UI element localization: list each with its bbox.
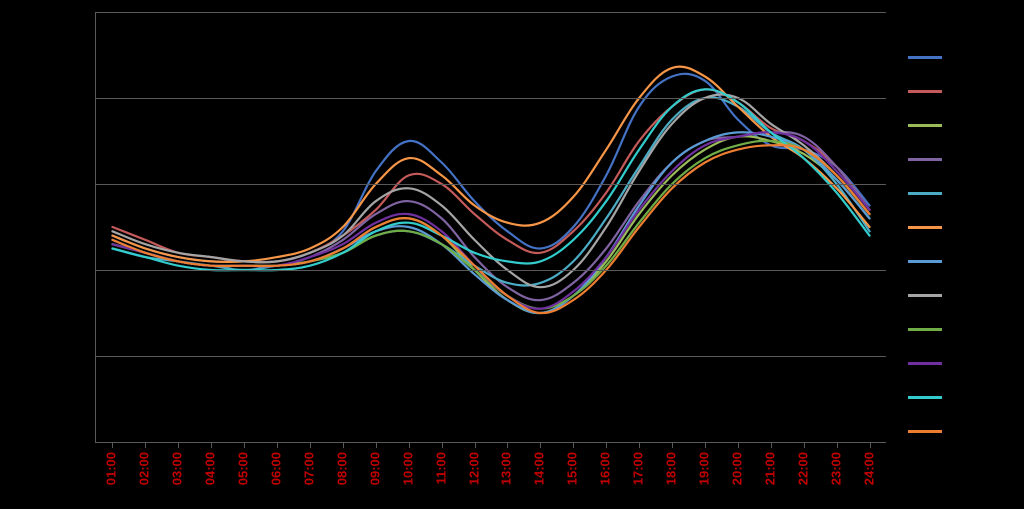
gridline [96,12,886,13]
legend-item [908,346,968,380]
x-axis-labels: 01:00 02:00 03:00 04:00 05:00 06:00 07:00 08:00… [95,448,885,508]
legend-swatch [908,56,942,59]
x-axis-label: 01:00 [104,452,119,485]
legend-item [908,108,968,142]
series-line-2 [112,136,869,313]
x-axis-label: 14:00 [532,452,547,485]
x-axis-label: 11:00 [433,452,448,485]
x-axis-label: 04:00 [203,452,218,485]
series-line-1 [112,89,869,262]
x-axis-label: 05:00 [236,452,251,485]
x-axis-label: 24:00 [861,452,876,485]
x-axis-label: 23:00 [828,452,843,485]
legend-item [908,142,968,176]
legend-item [908,244,968,278]
x-axis-label: 12:00 [466,452,481,485]
legend-item [908,380,968,414]
legend-item [908,414,968,448]
legend-swatch [908,328,942,331]
legend-swatch [908,192,942,195]
legend-item [908,40,968,74]
gridline [96,184,886,185]
legend-swatch [908,158,942,161]
legend-swatch [908,90,942,93]
x-axis-label: 15:00 [565,452,580,485]
legend [908,40,968,448]
gridline [96,98,886,99]
x-axis-label: 10:00 [400,452,415,485]
gridline [96,270,886,271]
x-axis-label: 19:00 [696,452,711,485]
legend-swatch [908,430,942,433]
legend-item [908,176,968,210]
x-axis-label: 20:00 [729,452,744,485]
x-axis-label: 21:00 [762,452,777,485]
series-line-5 [112,67,869,262]
x-axis-label: 18:00 [664,452,679,485]
x-axis-label: 07:00 [301,452,316,485]
legend-swatch [908,294,942,297]
x-axis-label: 17:00 [631,452,646,485]
legend-swatch [908,396,942,399]
legend-item [908,278,968,312]
legend-swatch [908,226,942,229]
gridline [96,356,886,357]
series-line-0 [112,74,869,262]
x-axis-label: 06:00 [269,452,284,485]
legend-item [908,312,968,346]
x-axis-label: 13:00 [499,452,514,485]
chart-lines [96,12,886,442]
x-axis-label: 09:00 [367,452,382,485]
x-axis-label: 02:00 [137,452,152,485]
legend-item [908,74,968,108]
chart-container: 01:00 02:00 03:00 04:00 05:00 06:00 07:00 08:00… [0,0,1024,509]
x-axis-label: 16:00 [598,452,613,485]
plot-area [95,12,886,443]
legend-swatch [908,124,942,127]
x-axis-label: 22:00 [795,452,810,485]
x-axis-label: 03:00 [170,452,185,485]
legend-swatch [908,362,942,365]
legend-item [908,210,968,244]
x-axis-label: 08:00 [334,452,349,485]
legend-swatch [908,260,942,263]
